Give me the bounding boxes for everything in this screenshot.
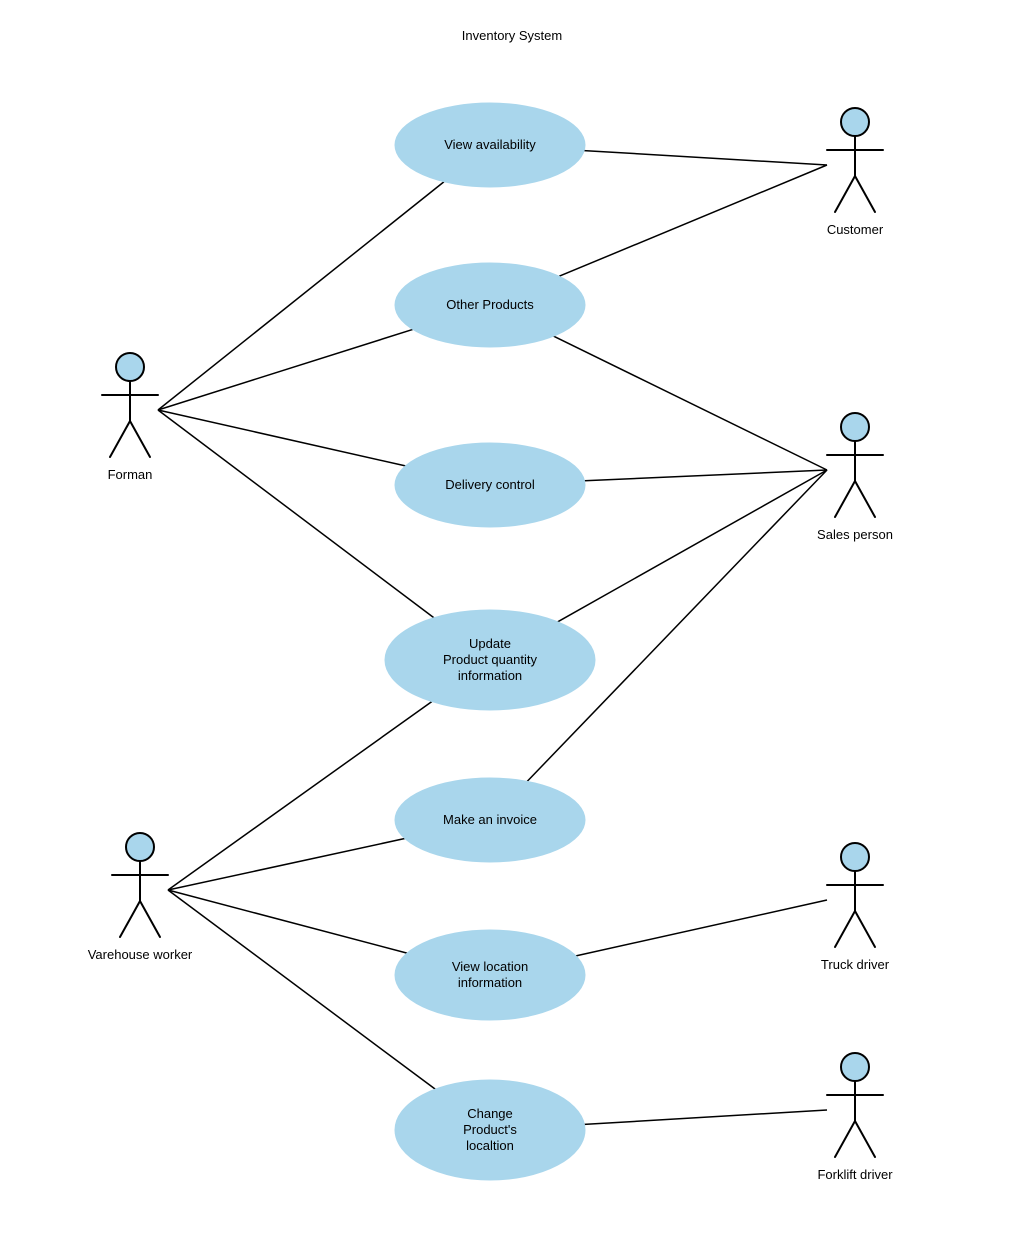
usecase-label: View location xyxy=(452,959,528,974)
actor-label: Forklift driver xyxy=(817,1167,893,1182)
association-edge xyxy=(168,890,435,1089)
actor-head-icon xyxy=(841,108,869,136)
usecase-label: Product's xyxy=(463,1122,517,1137)
actor-label: Varehouse worker xyxy=(88,947,193,962)
association-edge xyxy=(168,890,407,953)
actor-leg-left xyxy=(110,421,130,457)
usecase-label: Update xyxy=(469,636,511,651)
association-edge xyxy=(584,151,827,165)
actor-node[interactable]: Forklift driver xyxy=(817,1053,893,1182)
actor-head-icon xyxy=(116,353,144,381)
actor-label: Truck driver xyxy=(821,957,890,972)
actor-head-icon xyxy=(841,843,869,871)
usecase-label: Product quantity xyxy=(443,652,537,667)
association-edge xyxy=(585,470,827,481)
actor-leg-left xyxy=(120,901,140,937)
association-edge xyxy=(558,470,827,622)
usecases-layer: View availability Other Products Delivery … xyxy=(385,103,595,1180)
association-edge xyxy=(584,1110,827,1124)
usecase-label: Make an invoice xyxy=(443,812,537,827)
usecase-label: Delivery control xyxy=(445,477,535,492)
actor-leg-left xyxy=(835,1121,855,1157)
usecase-node[interactable]: View locationinformation xyxy=(395,930,585,1020)
use-case-diagram: View availability Other Products Delivery … xyxy=(0,0,1024,1243)
usecase-node[interactable]: Other Products xyxy=(395,263,585,347)
actor-head-icon xyxy=(841,1053,869,1081)
usecase-node[interactable]: Make an invoice xyxy=(395,778,585,862)
usecase-label: Other Products xyxy=(446,297,534,312)
diagram-title: Inventory System xyxy=(462,28,562,43)
actor-leg-right xyxy=(140,901,160,937)
usecase-label: View availability xyxy=(444,137,536,152)
actor-node[interactable]: Customer xyxy=(827,108,884,237)
association-edge xyxy=(554,336,827,470)
actor-label: Forman xyxy=(108,467,153,482)
usecase-node[interactable]: Delivery control xyxy=(395,443,585,527)
actor-leg-right xyxy=(855,176,875,212)
actor-leg-right xyxy=(855,1121,875,1157)
usecase-node[interactable]: ChangeProduct'slocaltion xyxy=(395,1080,585,1180)
association-edge xyxy=(158,329,413,410)
usecase-label: Change xyxy=(467,1106,513,1121)
actor-node[interactable]: Forman xyxy=(102,353,158,482)
association-edge xyxy=(576,900,827,956)
actor-leg-left xyxy=(835,176,855,212)
association-edge xyxy=(559,165,827,276)
association-edge xyxy=(527,470,827,781)
usecase-label: information xyxy=(458,668,522,683)
actor-leg-left xyxy=(835,911,855,947)
title-layer: Inventory System xyxy=(462,28,562,43)
actor-label: Customer xyxy=(827,222,884,237)
actor-leg-right xyxy=(855,911,875,947)
actor-node[interactable]: Truck driver xyxy=(821,843,890,972)
actor-label: Sales person xyxy=(817,527,893,542)
usecase-node[interactable]: View availability xyxy=(395,103,585,187)
usecase-label: information xyxy=(458,975,522,990)
actor-leg-right xyxy=(130,421,150,457)
actor-head-icon xyxy=(841,413,869,441)
actor-leg-right xyxy=(855,481,875,517)
actor-leg-left xyxy=(835,481,855,517)
usecase-label: localtion xyxy=(466,1138,514,1153)
actor-head-icon xyxy=(126,833,154,861)
usecase-node[interactable]: UpdateProduct quantityinformation xyxy=(385,610,595,710)
actor-node[interactable]: Sales person xyxy=(817,413,893,542)
